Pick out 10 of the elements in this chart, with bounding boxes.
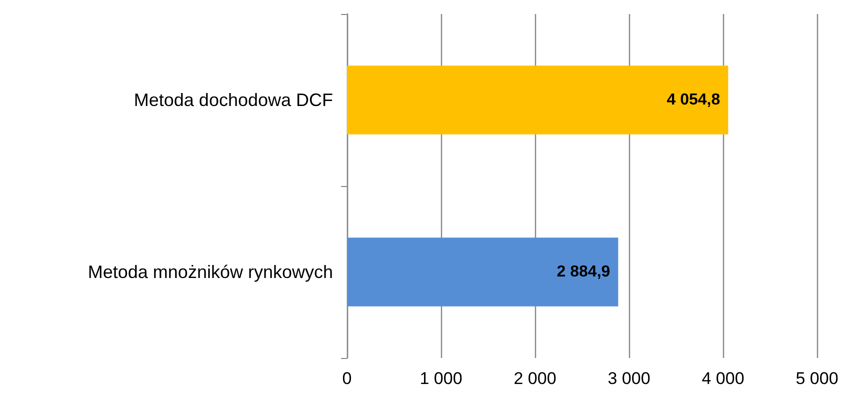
y-tick-label: Metoda dochodowa DCF xyxy=(134,90,334,110)
x-tick-label: 2 000 xyxy=(514,369,556,388)
y-tick-label: Metoda mnożników rynkowych xyxy=(88,262,333,282)
x-tick-label: 1 000 xyxy=(420,369,462,388)
data-label: 4 054,8 xyxy=(666,92,720,108)
x-tick-label: 4 000 xyxy=(702,369,744,388)
x-tick-label: 3 000 xyxy=(608,369,650,388)
x-tick-label: 0 xyxy=(342,369,352,388)
x-tick-label: 5 000 xyxy=(796,369,838,388)
data-label: 2 884,9 xyxy=(556,264,610,280)
